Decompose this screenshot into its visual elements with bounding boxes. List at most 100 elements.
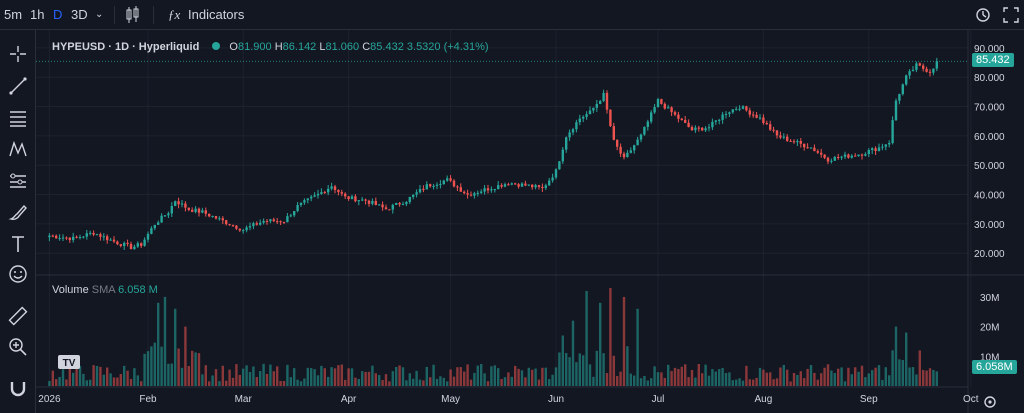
candle-body bbox=[541, 186, 544, 189]
volume-bar bbox=[225, 380, 228, 386]
trend-line-icon[interactable] bbox=[6, 74, 30, 98]
top-toolbar: 5m 1h D 3D ⌄ ƒx Indicators bbox=[0, 0, 1024, 30]
volume-label: Volume bbox=[52, 284, 89, 296]
candle-body bbox=[323, 192, 326, 194]
candle-body bbox=[571, 129, 575, 133]
volume-bar bbox=[452, 376, 456, 386]
candle-body bbox=[775, 130, 779, 136]
volume-bar bbox=[510, 376, 513, 386]
indicators-button[interactable]: Indicators bbox=[188, 7, 245, 22]
candle-body bbox=[809, 147, 813, 149]
candle-body bbox=[724, 113, 728, 115]
candle-body bbox=[384, 207, 388, 210]
crosshair-icon[interactable] bbox=[6, 42, 30, 66]
volume-bar bbox=[473, 372, 476, 386]
volume-bar bbox=[915, 374, 918, 386]
volume-bar bbox=[347, 368, 350, 386]
candle-body bbox=[157, 222, 160, 225]
candle-body bbox=[180, 203, 184, 205]
candle-body bbox=[106, 236, 109, 241]
volume-bar bbox=[537, 379, 541, 386]
candle-body bbox=[527, 184, 530, 186]
volume-bar bbox=[656, 372, 660, 386]
candle-body bbox=[551, 177, 554, 181]
candle-body bbox=[874, 148, 877, 151]
volume-bar bbox=[677, 368, 680, 386]
zoom-in-icon[interactable] bbox=[6, 335, 30, 359]
candle-body bbox=[711, 121, 714, 128]
volume-bar bbox=[925, 370, 928, 386]
candle-body bbox=[136, 243, 139, 247]
price-chart[interactable]: 90.000 80.000 70.000 60.000 50.000 40.000 30.0… bbox=[36, 30, 1024, 413]
volume-bar bbox=[724, 373, 728, 386]
volume-bar bbox=[316, 375, 320, 386]
candle-body bbox=[510, 183, 513, 185]
volume-bar bbox=[575, 362, 578, 386]
time-tick: May bbox=[441, 394, 460, 405]
candle-body bbox=[429, 184, 432, 187]
candle-body bbox=[707, 127, 711, 129]
chevron-down-icon[interactable]: ⌄ bbox=[95, 9, 104, 20]
candle-body bbox=[612, 126, 615, 140]
candle-body bbox=[701, 127, 704, 131]
volume-bar bbox=[364, 371, 367, 386]
candle-body bbox=[347, 196, 350, 200]
volume-bar bbox=[735, 379, 738, 386]
interval-5m[interactable]: 5m bbox=[4, 7, 23, 22]
candle-body bbox=[238, 228, 241, 231]
text-icon[interactable] bbox=[6, 232, 30, 256]
candle-body bbox=[514, 183, 517, 185]
volume-bar bbox=[150, 346, 153, 386]
fib-retracement-icon[interactable] bbox=[6, 106, 30, 130]
volume-bar bbox=[922, 369, 925, 386]
volume-bar bbox=[803, 378, 806, 386]
alert-icon[interactable] bbox=[974, 6, 992, 24]
volume-bar bbox=[609, 288, 612, 386]
volume-bar bbox=[463, 371, 466, 386]
volume-bar bbox=[891, 350, 894, 386]
candle-body bbox=[911, 69, 915, 72]
volume-bar bbox=[714, 371, 717, 386]
volume-bar bbox=[911, 367, 915, 386]
candle-body bbox=[116, 241, 119, 245]
forecast-icon[interactable] bbox=[6, 169, 30, 193]
magnet-icon[interactable] bbox=[6, 376, 30, 400]
candle-body bbox=[449, 178, 452, 181]
volume-bar bbox=[78, 365, 82, 386]
settings-gear-icon[interactable] bbox=[984, 396, 996, 408]
interval-d[interactable]: D bbox=[53, 7, 63, 22]
fullscreen-icon[interactable] bbox=[1002, 6, 1020, 24]
candle-body bbox=[507, 184, 510, 186]
candle-body bbox=[585, 114, 588, 117]
brush-icon[interactable] bbox=[6, 200, 30, 224]
candle-body bbox=[58, 238, 61, 240]
candle-body bbox=[537, 185, 541, 187]
volume-bar bbox=[673, 367, 677, 386]
volume-bar bbox=[690, 369, 694, 386]
candle-body bbox=[89, 232, 92, 234]
candle-body bbox=[187, 207, 190, 210]
pattern-icon[interactable] bbox=[6, 137, 30, 161]
interval-3d[interactable]: 3D bbox=[71, 7, 88, 22]
emoji-icon[interactable] bbox=[6, 262, 30, 286]
volume-bar bbox=[167, 363, 170, 386]
candle-body bbox=[823, 154, 826, 158]
volume-bar bbox=[89, 379, 92, 386]
candles-icon[interactable] bbox=[125, 5, 141, 25]
volume-bar bbox=[384, 374, 388, 386]
candle-body bbox=[391, 204, 394, 210]
ruler-icon[interactable] bbox=[6, 304, 30, 328]
fx-icon[interactable]: ƒx bbox=[168, 7, 181, 22]
candle-body bbox=[888, 142, 891, 145]
volume-bar bbox=[718, 369, 721, 386]
candle-body bbox=[446, 178, 449, 181]
volume-bar bbox=[68, 368, 71, 386]
candle-body bbox=[476, 192, 479, 194]
interval-1h[interactable]: 1h bbox=[30, 7, 45, 22]
time-tick: Jun bbox=[548, 394, 564, 405]
candle-body bbox=[143, 239, 146, 246]
candle-body bbox=[483, 188, 486, 192]
candle-body bbox=[204, 210, 207, 214]
candle-body bbox=[469, 194, 473, 196]
volume-bar bbox=[837, 368, 840, 386]
